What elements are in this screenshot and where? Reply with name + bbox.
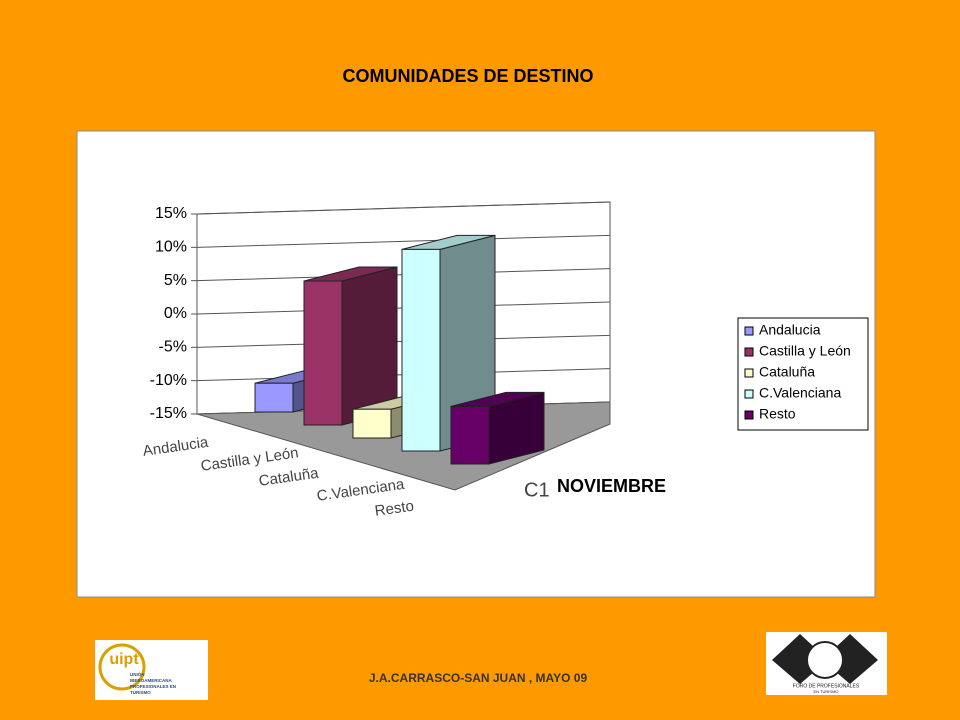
y-tick-label: 10% (155, 239, 187, 256)
logo-text: TURISMO (130, 690, 151, 695)
logo-text: PROFESIONALES EN (130, 684, 176, 689)
plot: -15% -10% -5% 0% 5% 10% 15% Andalucia Castilla y… (142, 201, 869, 520)
category-label: C1 (524, 479, 550, 501)
logo-mark: uipt (109, 651, 139, 668)
y-tick-label: -15% (150, 405, 187, 422)
bar (352, 408, 392, 439)
grid-line (196, 201, 611, 215)
legend-swatch (744, 368, 754, 378)
logo-right: FORO DE PROFESIONALES EN TURISMO (766, 632, 887, 695)
depth-label: Resto (374, 498, 415, 520)
legend-swatch (744, 326, 754, 336)
legend-label: Andalucia (759, 322, 821, 338)
legend-label: Resto (759, 406, 796, 422)
y-tick-label: -5% (159, 339, 187, 356)
footer: J.A.CARRASCO-SAN JUAN , MAYO 09 (369, 671, 588, 685)
y-tick-label: 5% (164, 272, 187, 289)
grid-line (196, 234, 611, 248)
legend-swatch (744, 389, 754, 399)
logo-text: UNIÓN (130, 670, 145, 677)
logo-text: FORO DE PROFESIONALES (793, 683, 860, 689)
x-axis-title: NOVIEMBRE (557, 476, 666, 496)
bar (303, 280, 343, 426)
legend-box (737, 317, 869, 431)
legend-swatch (744, 347, 754, 357)
logo-globe (806, 641, 844, 679)
legend-label: Castilla y León (759, 343, 851, 359)
logo-text: EN TURISMO (813, 689, 838, 694)
legend: Andalucia Castilla y León Cataluña C.Valenc… (737, 317, 869, 431)
y-tick-label: 15% (155, 205, 187, 222)
legend-swatch (744, 410, 754, 420)
legend-label: C.Valenciana (759, 385, 841, 401)
y-tick-label: 0% (164, 305, 187, 322)
logo-ring (98, 643, 146, 691)
legend-label: Cataluña (759, 364, 815, 380)
chart-title: COMUNIDADES DE DESTINO (342, 66, 593, 86)
logo-text: IBEROAMERICANA (130, 678, 173, 683)
bar (450, 405, 490, 465)
bar (401, 248, 441, 452)
logo-left: uipt UNIÓN IBEROAMERICANA PROFESIONALES … (95, 640, 208, 700)
logo-box (95, 640, 208, 700)
y-tick-label: -10% (150, 372, 187, 389)
bar (254, 382, 294, 413)
